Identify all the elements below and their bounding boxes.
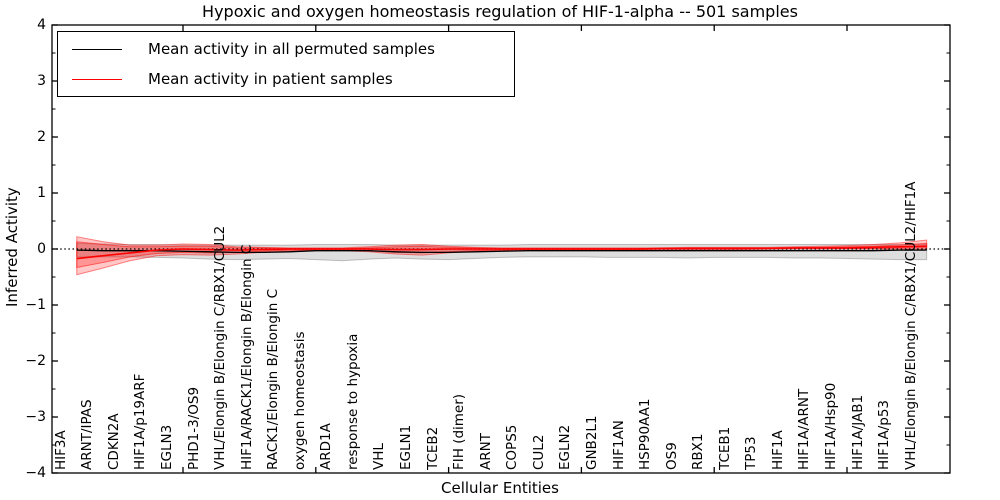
x-category-label: HIF1A bbox=[769, 430, 786, 470]
legend-item-permuted: Mean activity in all permuted samples bbox=[58, 37, 514, 61]
y-tick-label: −2 bbox=[25, 353, 46, 369]
x-category-label: HIF1A/p19ARF bbox=[132, 373, 149, 470]
x-category-label: ARD1A bbox=[318, 423, 335, 470]
y-tick-label: −3 bbox=[25, 409, 46, 425]
y-tick-label: 2 bbox=[37, 129, 46, 145]
patient-mean-line bbox=[76, 245, 927, 260]
x-category-label: VHL/Elongin B/Elongin C/RBX1/CUL2 bbox=[212, 225, 229, 470]
legend: Mean activity in all permuted samples Me… bbox=[57, 31, 515, 97]
legend-label-permuted: Mean activity in all permuted samples bbox=[148, 40, 435, 58]
x-category-label: RACK1/Elongin B/Elongin C bbox=[265, 288, 282, 470]
legend-item-patient: Mean activity in patient samples bbox=[58, 67, 514, 91]
x-category-label: TCEB2 bbox=[424, 426, 441, 470]
permuted-line-swatch bbox=[72, 48, 122, 50]
x-category-label: HIF1A/Hsp90 bbox=[823, 382, 839, 470]
x-category-label: HIF1A/p53 bbox=[876, 399, 893, 470]
x-category-label: PHD1-3/OS9 bbox=[185, 386, 202, 470]
y-tick-label: −4 bbox=[25, 465, 46, 481]
x-category-label: TP53 bbox=[743, 436, 760, 470]
x-category-label: OS9 bbox=[663, 442, 680, 470]
x-category-label: EGLN3 bbox=[159, 424, 175, 470]
x-category-label: ARNT bbox=[477, 433, 494, 470]
x-category-label: VHL bbox=[371, 443, 388, 470]
x-category-label: ARNT/IPAS bbox=[79, 399, 96, 470]
y-tick-label: 1 bbox=[37, 185, 46, 201]
x-category-label: HSP90AA1 bbox=[637, 398, 654, 470]
x-category-label: VHL/Elongin B/Elongin C/RBX1/CUL2/HIF1A bbox=[902, 181, 919, 470]
x-category-label: EGLN2 bbox=[557, 424, 574, 470]
x-category-label: HIF1A/ARNT bbox=[796, 388, 813, 470]
patient-line-swatch bbox=[72, 78, 122, 80]
y-tick-label: 3 bbox=[37, 73, 46, 89]
x-category-label: CUL2 bbox=[530, 434, 547, 470]
x-category-label: oxygen homeostasis bbox=[291, 331, 308, 471]
x-axis-label: Cellular Entities bbox=[441, 479, 559, 497]
x-category-label: CDKN2A bbox=[105, 413, 122, 470]
y-tick-label: 4 bbox=[37, 17, 46, 33]
x-category-label: response to hypoxia bbox=[344, 333, 361, 470]
x-category-label: RBX1 bbox=[690, 433, 707, 470]
x-category-label: HIF1AN bbox=[610, 420, 627, 470]
y-tick-label: 0 bbox=[37, 241, 46, 257]
x-category-label: COPS5 bbox=[504, 424, 521, 470]
legend-label-patient: Mean activity in patient samples bbox=[148, 70, 393, 88]
permuted-mean-line bbox=[76, 249, 927, 254]
x-category-label: TCEB1 bbox=[716, 426, 733, 470]
chart-title: Hypoxic and oxygen homeostasis regulatio… bbox=[202, 2, 798, 21]
y-tick-label: −1 bbox=[25, 297, 46, 313]
x-category-label: FIH (dimer) bbox=[451, 393, 468, 470]
x-category-label: HIF3A bbox=[52, 430, 69, 470]
x-category-label: HIF1A/JAB1 bbox=[849, 394, 866, 470]
x-category-label: HIF1A/RACK1/Elongin B/Elongin C bbox=[238, 244, 255, 470]
x-category-label: GNB2L1 bbox=[583, 415, 600, 470]
x-category-label: EGLN1 bbox=[398, 424, 415, 470]
